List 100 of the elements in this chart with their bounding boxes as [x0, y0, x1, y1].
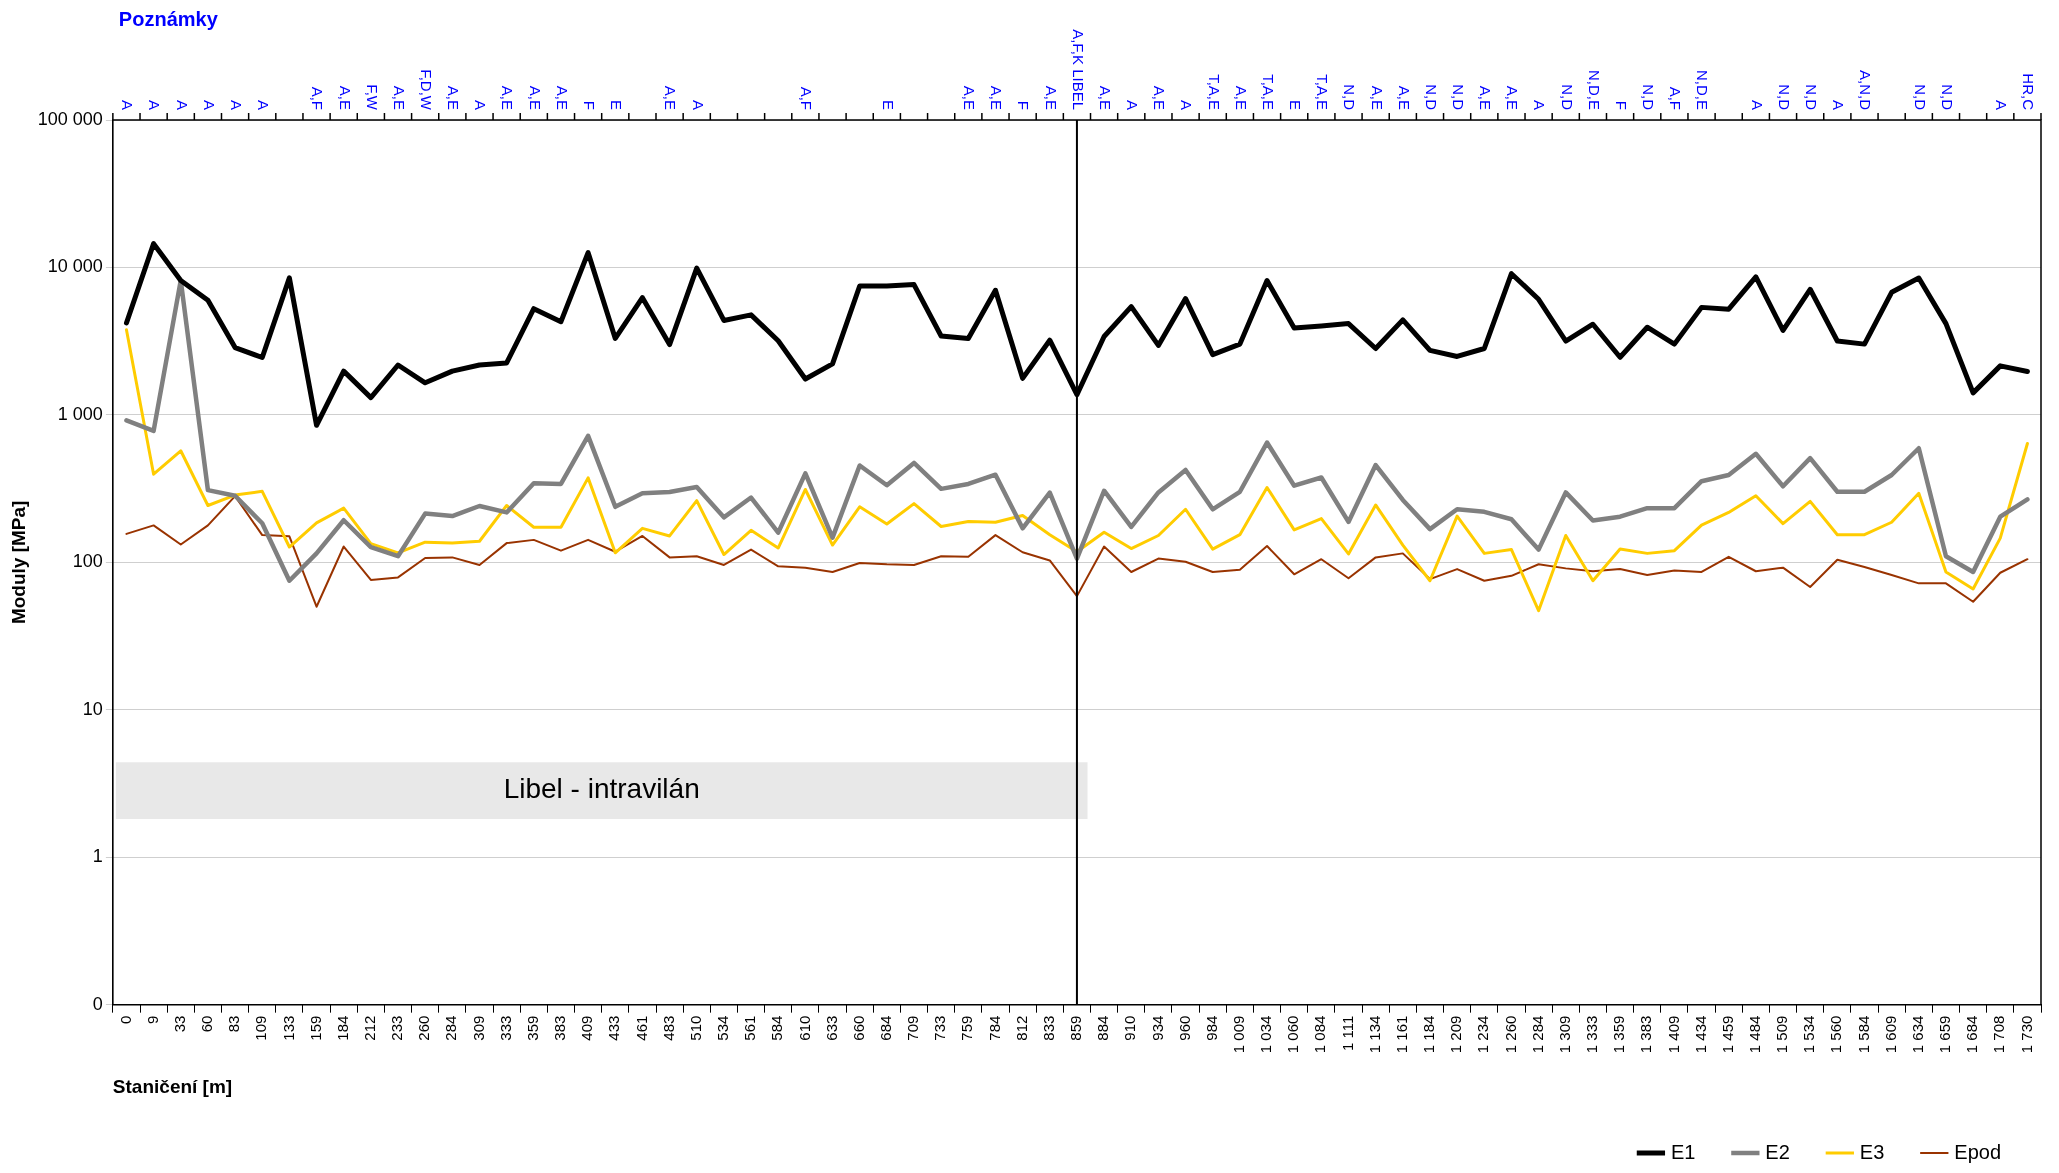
text: A,E	[445, 85, 463, 110]
x-tick-label: 833	[1039, 1015, 1057, 1041]
y-axis-title: Moduly [MPa]	[7, 500, 29, 625]
text: A,E	[961, 85, 979, 110]
x-tick-label: 1 560	[1827, 1015, 1845, 1054]
text: N,D	[1775, 84, 1793, 111]
x-tick-label: 1 034	[1257, 1015, 1275, 1054]
text: N,D	[1803, 84, 1821, 111]
text: A,E	[499, 85, 517, 110]
y-tick-label: 1 000	[57, 403, 103, 424]
x-tick-label: 660	[849, 1015, 867, 1041]
text: N,D	[1422, 84, 1440, 111]
x-tick-label: 33	[170, 1015, 188, 1033]
y-tick-label: 100	[72, 551, 103, 572]
x-tick-label: 934	[1148, 1015, 1166, 1041]
y-tick-label: 1	[92, 846, 103, 867]
text: HR,C	[2020, 73, 2038, 111]
x-tick-label: 1 333	[1583, 1015, 1601, 1054]
x-tick-label: 1 609	[1881, 1015, 1899, 1054]
chart-title: Poznámky	[118, 7, 219, 30]
x-axis-title: Staničení [m]	[112, 1075, 233, 1097]
text: N,D	[1341, 84, 1359, 111]
text: T,A,E	[1205, 74, 1223, 110]
x-tick-label: 610	[795, 1015, 813, 1041]
x-tick-label: 784	[985, 1015, 1003, 1041]
text: N,D	[1558, 84, 1576, 111]
x-tick-label: 684	[876, 1015, 894, 1041]
x-tick-label: 60	[198, 1015, 216, 1033]
text: A,F	[1667, 86, 1685, 110]
x-tick-label: 1 459	[1718, 1015, 1736, 1054]
text: F	[580, 100, 598, 110]
text: A,N,D	[1857, 69, 1875, 111]
x-tick-label: 409	[578, 1015, 596, 1041]
text: A,E	[553, 85, 571, 110]
text: A,F,K LIBEL	[1069, 29, 1087, 110]
x-tick-label: 184	[333, 1015, 351, 1041]
x-tick-label: 212	[361, 1015, 378, 1041]
x-tick-label: 284	[442, 1015, 460, 1041]
x-tick-label: 433	[605, 1015, 623, 1041]
x-tick-label: 1 708	[1990, 1015, 2008, 1054]
x-tick-label: 1 383	[1637, 1015, 1655, 1054]
x-tick-label: 1 409	[1664, 1015, 1682, 1054]
text: A,E	[1096, 85, 1114, 110]
text: A,E	[336, 85, 354, 110]
text: A,E	[1395, 85, 1413, 110]
legend-label: E2	[1765, 1140, 1790, 1163]
x-tick-label: 561	[741, 1015, 759, 1041]
text: F	[1015, 100, 1033, 110]
text: A,E	[988, 85, 1006, 110]
x-tick-label: 884	[1094, 1015, 1112, 1041]
x-tick-label: 383	[551, 1015, 569, 1041]
x-tick-label: 1 111	[1338, 1015, 1356, 1051]
text: A	[200, 99, 218, 110]
text: A,E	[1368, 85, 1386, 110]
text: N,D	[1640, 84, 1658, 111]
x-tick-label: 510	[686, 1015, 704, 1041]
x-tick-label: 109	[252, 1015, 270, 1041]
text: E	[879, 99, 897, 110]
text: N,D	[1449, 84, 1467, 111]
text: E	[1287, 99, 1305, 110]
legend-label: E1	[1670, 1140, 1696, 1163]
text: A	[1830, 99, 1848, 110]
x-tick-label: 1 309	[1555, 1015, 1573, 1054]
legend-label: Epod	[1954, 1140, 2002, 1163]
text: A,E	[1504, 85, 1522, 110]
x-tick-label: 759	[958, 1015, 976, 1041]
legend-label: E3	[1859, 1140, 1885, 1163]
x-tick-label: 1 084	[1311, 1015, 1329, 1054]
x-tick-label: 812	[1012, 1015, 1030, 1041]
x-tick-label: 1 434	[1691, 1015, 1709, 1054]
x-tick-label: 260	[415, 1015, 433, 1041]
x-tick-label: 1 284	[1528, 1015, 1546, 1054]
text: N,D	[1911, 84, 1929, 111]
x-tick-label: 1 234	[1474, 1015, 1492, 1054]
text: F,D,W	[418, 69, 436, 111]
x-tick-label: 359	[523, 1015, 541, 1041]
x-tick-label: 1 634	[1908, 1015, 1926, 1054]
text: A	[119, 99, 137, 110]
y-tick-label: 100 000	[37, 108, 103, 129]
text: A,E	[662, 85, 680, 110]
text: A	[472, 99, 490, 110]
x-tick-label: 1 584	[1854, 1015, 1872, 1054]
x-tick-label: 0	[116, 1015, 134, 1025]
text: A	[146, 99, 164, 110]
x-tick-label: 984	[1202, 1015, 1220, 1041]
text: A,F	[309, 86, 327, 110]
text: T,A,E	[1314, 74, 1332, 110]
text: A,F	[798, 86, 816, 110]
x-tick-label: 910	[1121, 1015, 1139, 1041]
x-tick-label: 960	[1175, 1015, 1193, 1041]
x-tick-label: 1 209	[1447, 1015, 1465, 1054]
x-tick-label: 1 534	[1800, 1015, 1818, 1054]
text: A,E	[1151, 85, 1169, 110]
text: A	[1993, 99, 2011, 110]
text: F	[1612, 100, 1630, 110]
text: A	[173, 99, 191, 110]
x-tick-label: 584	[768, 1015, 786, 1041]
x-tick-label: 633	[822, 1015, 840, 1041]
x-tick-label: 133	[279, 1015, 297, 1041]
x-tick-label: 1 161	[1392, 1015, 1410, 1054]
